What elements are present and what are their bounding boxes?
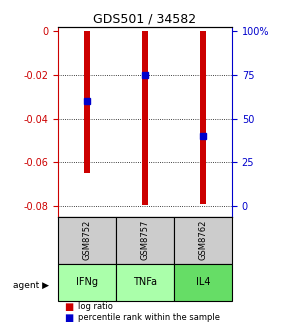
Bar: [142, 31, 148, 205]
Bar: [200, 31, 206, 204]
Text: IL4: IL4: [196, 277, 210, 287]
Text: agent ▶: agent ▶: [13, 281, 49, 290]
Bar: [84, 31, 90, 173]
Text: ■: ■: [64, 312, 73, 323]
Text: GSM8762: GSM8762: [198, 220, 208, 260]
Bar: [174, 264, 232, 301]
Text: IFNg: IFNg: [76, 277, 98, 287]
Text: GSM8752: GSM8752: [82, 220, 92, 260]
Text: TNFa: TNFa: [133, 277, 157, 287]
Text: log ratio: log ratio: [78, 302, 113, 311]
Bar: [116, 264, 174, 301]
Bar: [58, 217, 116, 264]
Bar: [58, 264, 116, 301]
Text: GSM8757: GSM8757: [140, 220, 150, 260]
Title: GDS501 / 34582: GDS501 / 34582: [93, 13, 197, 26]
Bar: [116, 217, 174, 264]
Text: ■: ■: [64, 302, 73, 312]
Text: percentile rank within the sample: percentile rank within the sample: [78, 313, 220, 322]
Bar: [174, 217, 232, 264]
